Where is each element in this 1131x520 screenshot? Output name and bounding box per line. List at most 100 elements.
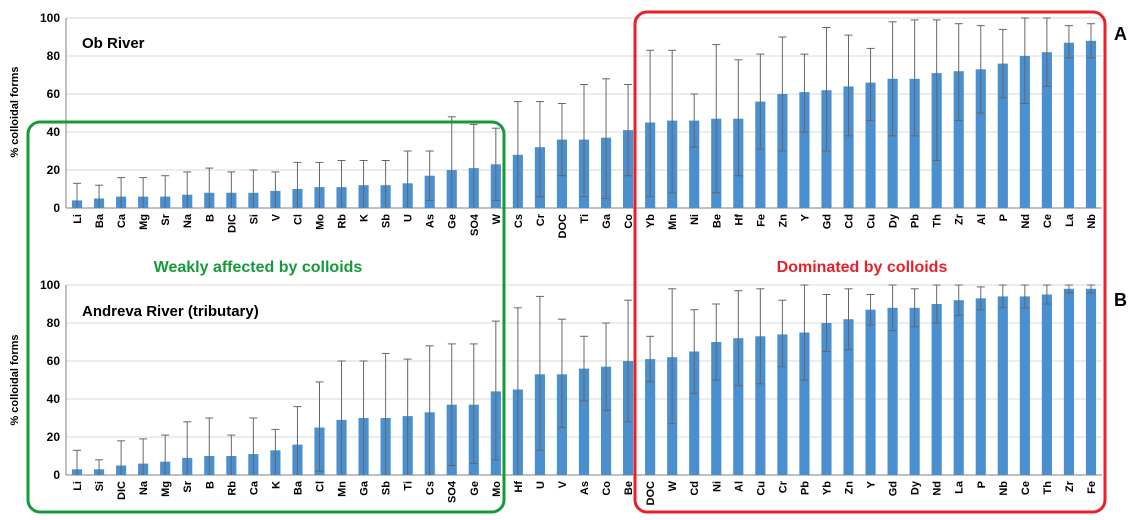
x-tick-label-zn: Zn xyxy=(777,214,789,228)
ytick-labels-b: 0 20 40 60 80 100 xyxy=(40,278,60,482)
x-tick-label-nb: Nb xyxy=(1086,214,1098,229)
bar-cd xyxy=(843,86,854,208)
x-tick-label-v: V xyxy=(270,213,282,221)
x-tick-label-doc: DOC xyxy=(557,214,569,239)
y-tick-label: 20 xyxy=(47,163,61,177)
bar-fe xyxy=(755,101,766,208)
x-tick-label-fe: Fe xyxy=(755,214,767,227)
x-tick-label-cd: Cd xyxy=(844,214,856,229)
x-labels-b: Li Si DIC Na Mg Sr B Rb Ca K Ba Cl Mn Ga Sb Ti Cs SO4 Ge Mo… xyxy=(72,480,1098,505)
bar-zr xyxy=(953,71,964,208)
x-tick-label-li: Li xyxy=(72,214,84,224)
bar-al xyxy=(733,338,744,475)
x-tick-label-mn: Mn xyxy=(337,481,349,497)
y-tick-label: 80 xyxy=(47,316,61,330)
x-tick-label-be: Be xyxy=(623,481,635,495)
bar-fe xyxy=(1085,288,1097,475)
bar-ce xyxy=(1041,52,1052,209)
x-tick-label-ti: Ti xyxy=(579,214,591,224)
bar-cd xyxy=(689,351,700,475)
bar-y xyxy=(865,309,876,475)
bar-nb xyxy=(997,296,1008,475)
x-tick-label-so4: SO4 xyxy=(447,480,459,503)
x-tick-label-ge: Ge xyxy=(469,481,481,496)
x-tick-label-sb: Sb xyxy=(381,481,393,495)
x-tick-label-yb: Yb xyxy=(821,481,833,495)
x-tick-label-gd: Gd xyxy=(821,214,833,229)
x-tick-label-w: W xyxy=(667,480,679,491)
bar-la xyxy=(1063,42,1075,209)
bar-nd xyxy=(1019,56,1030,208)
error-bars-b xyxy=(73,284,1095,475)
x-tick-label-sb: Sb xyxy=(381,214,393,228)
x-tick-label-co: Co xyxy=(601,481,613,496)
y-axis-label-a: % colloidal forms xyxy=(9,66,21,157)
bar-y xyxy=(799,92,810,208)
x-tick-label-zr: Zr xyxy=(1064,480,1076,492)
x-tick-label-gd: Gd xyxy=(888,481,900,496)
x-tick-label-mg: Mg xyxy=(138,214,150,230)
x-tick-label-w: W xyxy=(491,213,503,224)
bar-zr xyxy=(1063,288,1075,475)
bar-gd xyxy=(887,307,898,475)
bar-cr xyxy=(777,334,788,475)
x-tick-label-ni: Ni xyxy=(689,214,701,225)
bar-as xyxy=(578,368,590,475)
x-tick-label-y: Y xyxy=(799,213,811,221)
x-tick-label-pb: Pb xyxy=(910,214,922,228)
panel-b: 0 20 40 60 80 100 Li Si DIC Na Mg Sr B Rb Ca K Ba Cl Mn Ga… xyxy=(9,278,1127,505)
x-tick-label-b: B xyxy=(204,481,216,489)
x-tick-label-rb: Rb xyxy=(337,214,349,229)
x-tick-label-ca: Ca xyxy=(116,213,128,228)
x-tick-label-ba: Ba xyxy=(292,480,304,495)
x-tick-label-th: Th xyxy=(1042,481,1054,495)
y-tick-label: 0 xyxy=(53,201,60,215)
x-tick-label-zr: Zr xyxy=(954,213,966,225)
panel-a: 0 20 40 60 80 100 Li Ba Ca Mg Sr Na B DIC Si V Cl Mo Rb K S… xyxy=(9,11,1127,238)
x-tick-label-cr: Cr xyxy=(777,480,789,493)
y-tick-label: 60 xyxy=(47,87,61,101)
x-tick-label-ga: Ga xyxy=(359,480,371,496)
x-tick-label-nd: Nd xyxy=(932,481,944,496)
bar-dy xyxy=(887,78,898,208)
x-tick-label-mo: Mo xyxy=(491,481,503,497)
ytick-labels-a: 0 20 40 60 80 100 xyxy=(40,11,60,215)
x-tick-label-nd: Nd xyxy=(1020,214,1032,229)
x-tick-label-pb: Pb xyxy=(799,481,811,495)
y-tick-label: 40 xyxy=(47,125,61,139)
x-tick-label-hf: Hf xyxy=(513,481,525,493)
bar-cu xyxy=(865,82,876,208)
x-labels-a: Li Ba Ca Mg Sr Na B DIC Si V Cl Mo Rb K Sb U As Ge SO4 W Cs C… xyxy=(72,213,1098,238)
bar-nd xyxy=(931,304,942,475)
x-tick-label-k: K xyxy=(270,481,282,489)
x-tick-label-cl: Cl xyxy=(314,481,326,492)
x-tick-label-as: As xyxy=(579,481,591,495)
bar-ce xyxy=(1019,296,1030,475)
panel-title-a: Ob River xyxy=(82,35,145,52)
x-tick-label-y: Y xyxy=(866,480,878,488)
bar-pb xyxy=(909,78,920,208)
x-tick-label-so4: SO4 xyxy=(469,213,481,236)
y-tick-label: 40 xyxy=(47,392,61,406)
bar-p xyxy=(997,63,1008,208)
x-tick-label-cd: Cd xyxy=(689,481,701,496)
bar-nb xyxy=(1085,40,1097,208)
x-tick-label-ni: Ni xyxy=(711,481,723,492)
bar-th xyxy=(1041,294,1052,475)
x-tick-label-cu: Cu xyxy=(755,481,767,496)
x-tick-label-th: Th xyxy=(932,214,944,228)
x-tick-label-hf: Hf xyxy=(733,214,745,226)
x-tick-label-b: B xyxy=(204,214,216,222)
x-tick-label-ti: Ti xyxy=(403,481,415,491)
x-tick-label-ce: Ce xyxy=(1042,214,1054,228)
x-tick-label-ga: Ga xyxy=(601,213,613,229)
y-axis-label-b: % colloidal forms xyxy=(9,334,21,425)
bar-zn xyxy=(843,319,854,475)
bar-cu xyxy=(755,336,766,475)
x-tick-label-dy: Dy xyxy=(910,480,922,495)
x-tick-label-yb: Yb xyxy=(645,214,657,228)
bar-doc xyxy=(645,359,656,475)
x-tick-label-na: Na xyxy=(182,213,194,228)
x-tick-label-li: Li xyxy=(72,481,84,491)
